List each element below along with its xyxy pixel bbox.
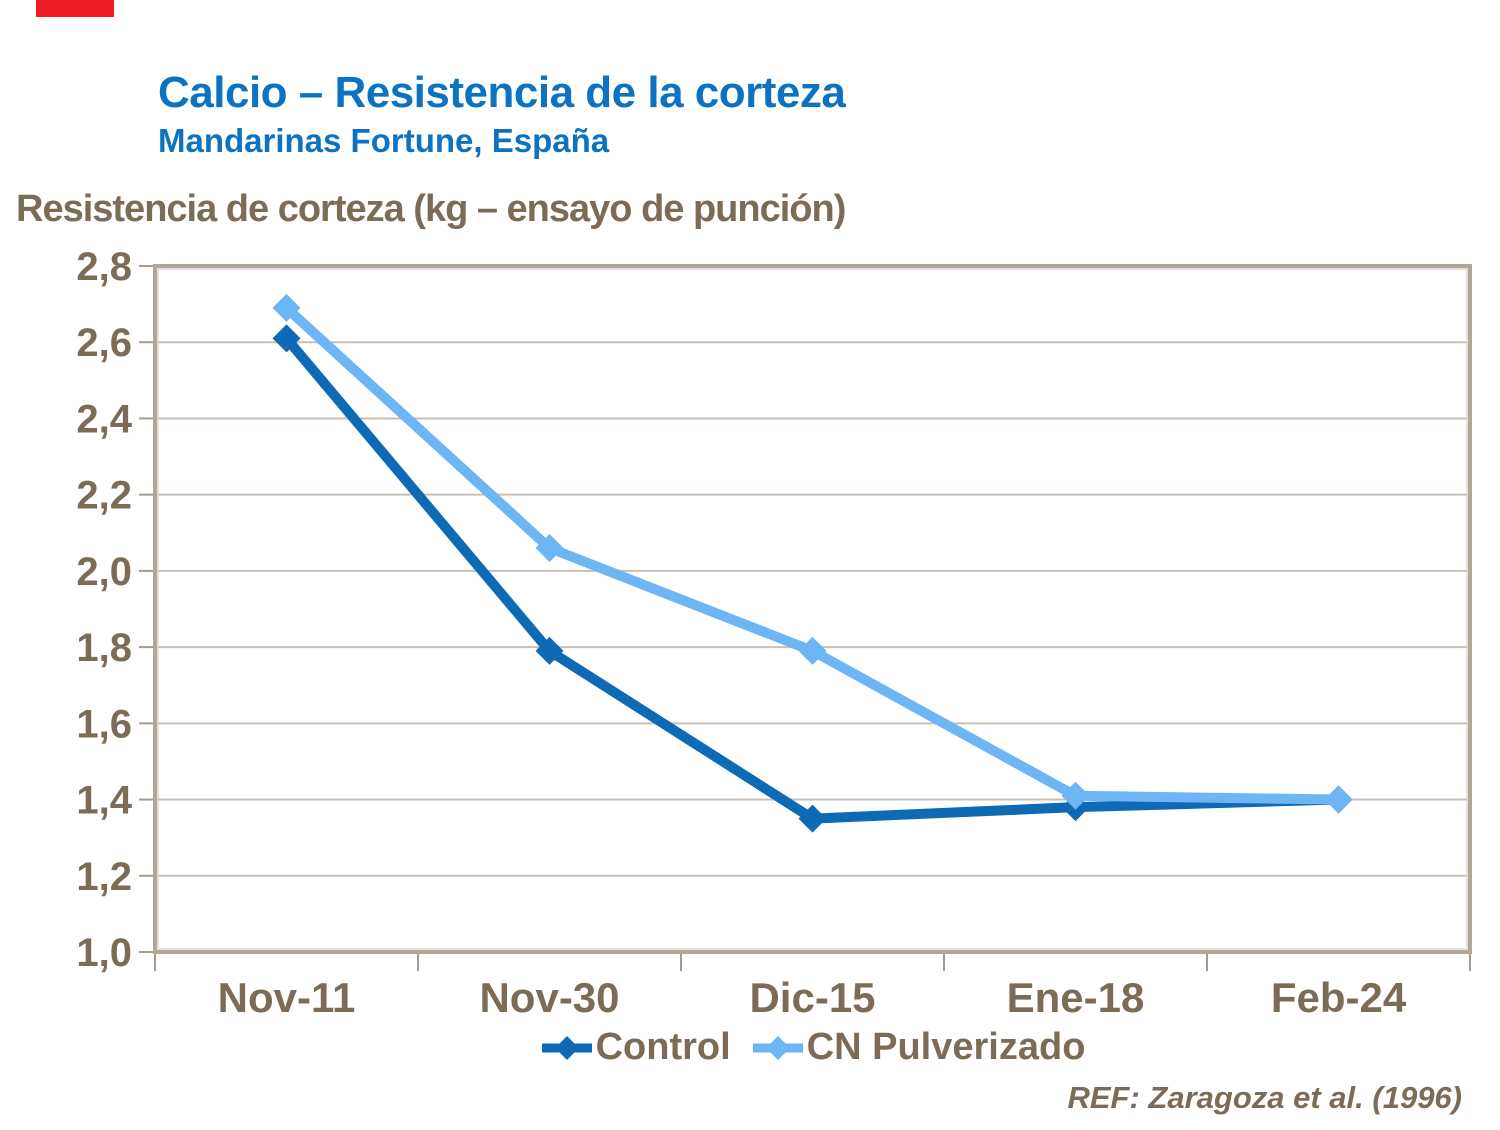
accent-bar xyxy=(36,0,114,17)
legend-label-control: Control xyxy=(595,1026,731,1068)
svg-text:Dic-15: Dic-15 xyxy=(749,974,875,1021)
svg-text:1,2: 1,2 xyxy=(76,855,132,899)
reference-citation: REF: Zaragoza et al. (1996) xyxy=(1067,1080,1462,1115)
svg-text:2,2: 2,2 xyxy=(76,474,132,518)
legend-marker-cn-pulverizado-icon xyxy=(751,1031,805,1065)
chart-legend: Control CN Pulverizado xyxy=(155,1026,1470,1069)
svg-text:1,6: 1,6 xyxy=(76,702,132,746)
svg-text:Nov-11: Nov-11 xyxy=(218,974,356,1021)
svg-text:Ene-18: Ene-18 xyxy=(1007,974,1145,1021)
page-title: Calcio – Resistencia de la corteza xyxy=(158,68,846,117)
svg-text:Feb-24: Feb-24 xyxy=(1271,974,1407,1021)
svg-text:Nov-30: Nov-30 xyxy=(479,974,619,1021)
svg-text:1,0: 1,0 xyxy=(76,931,132,975)
legend-marker-control-icon xyxy=(540,1031,594,1065)
svg-text:1,4: 1,4 xyxy=(76,779,132,823)
svg-text:2,4: 2,4 xyxy=(76,397,132,441)
chart-axis-title: Resistencia de corteza (kg – ensayo de p… xyxy=(16,188,846,230)
svg-text:2,8: 2,8 xyxy=(76,245,132,289)
legend-item-control: Control xyxy=(540,1026,731,1069)
legend-item-cn-pulverizado: CN Pulverizado xyxy=(751,1026,1086,1069)
svg-text:2,6: 2,6 xyxy=(76,321,132,365)
legend-label-cn-pulverizado: CN Pulverizado xyxy=(806,1026,1086,1068)
svg-text:1,8: 1,8 xyxy=(76,626,132,670)
page-subtitle: Mandarinas Fortune, España xyxy=(158,122,610,159)
svg-text:2,0: 2,0 xyxy=(76,550,132,594)
